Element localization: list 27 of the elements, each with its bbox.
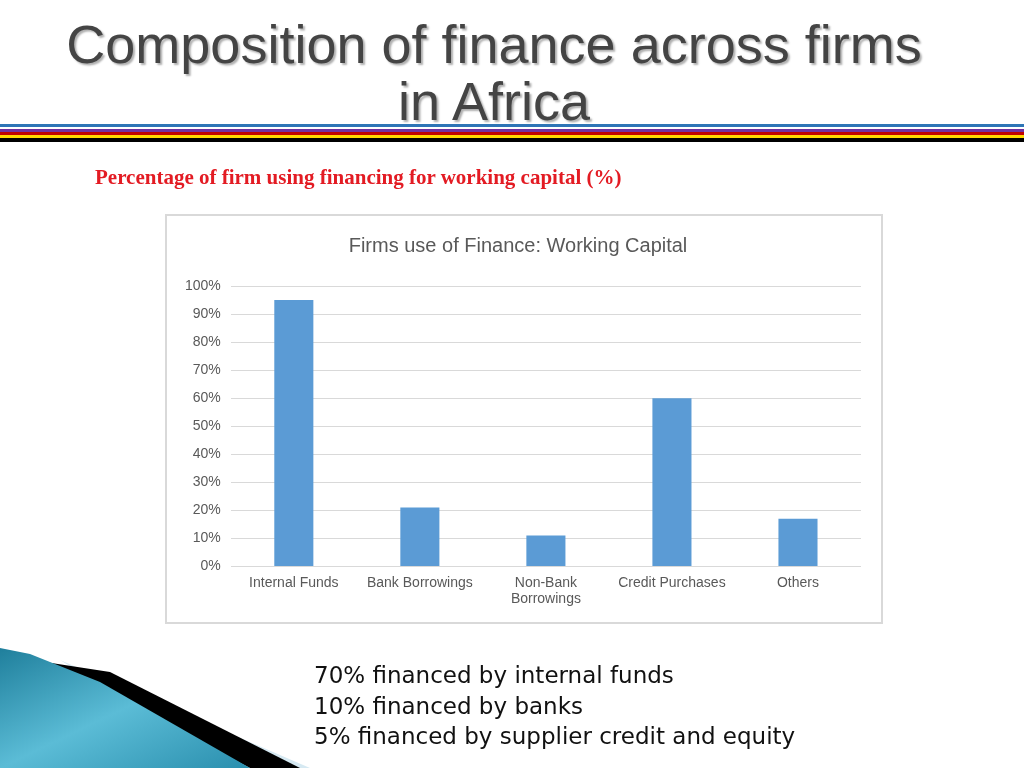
y-tick-label: 30% xyxy=(192,473,221,490)
text: 5% financed by supplier credit and equity xyxy=(314,722,796,751)
y-tick-label: 0% xyxy=(200,557,221,574)
y-tick-label: 10% xyxy=(192,529,221,546)
bar xyxy=(274,300,314,566)
text: 70% financed by internal funds xyxy=(314,661,675,690)
text: Composition of finance across firms in Africa xyxy=(65,14,923,131)
y-tick-label: 60% xyxy=(192,389,221,406)
y-tick-label: 100% xyxy=(184,276,221,293)
bar xyxy=(400,507,440,566)
x-tick-label: Bank Borrowings xyxy=(366,573,473,590)
x-tick-label: Non-Bank Borrowings xyxy=(510,573,581,607)
y-tick-label: 40% xyxy=(192,445,221,462)
chart-subtitle: Percentage of firm using financing for working capital (%) xyxy=(95,165,622,190)
x-tick-label: Others xyxy=(776,573,819,590)
y-tick-label: 70% xyxy=(192,360,221,377)
bar xyxy=(526,535,566,566)
chart-title: Firms use of Finance: Working Capital xyxy=(348,233,688,256)
x-tick-label: Credit Purchases xyxy=(618,573,726,590)
y-tick-label: 80% xyxy=(192,332,221,349)
y-tick-label: 50% xyxy=(192,417,221,434)
y-tick-label: 20% xyxy=(192,501,221,518)
bar xyxy=(652,398,692,566)
text: 10% financed by banks xyxy=(314,691,584,721)
bar xyxy=(778,518,818,566)
y-tick-label: 90% xyxy=(192,304,221,321)
x-tick-label: Internal Funds xyxy=(249,573,339,590)
